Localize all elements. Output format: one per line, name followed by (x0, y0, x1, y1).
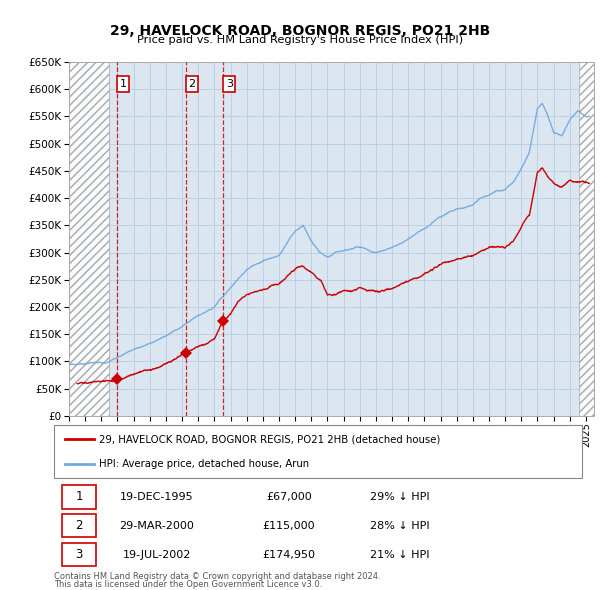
Text: 19-JUL-2002: 19-JUL-2002 (123, 549, 191, 559)
Text: 28% ↓ HPI: 28% ↓ HPI (370, 521, 430, 530)
Polygon shape (69, 62, 109, 416)
FancyBboxPatch shape (54, 425, 582, 478)
FancyBboxPatch shape (62, 514, 96, 537)
Text: 29, HAVELOCK ROAD, BOGNOR REGIS, PO21 2HB: 29, HAVELOCK ROAD, BOGNOR REGIS, PO21 2H… (110, 24, 490, 38)
Text: 2: 2 (76, 519, 83, 532)
Text: 19-DEC-1995: 19-DEC-1995 (120, 492, 194, 502)
FancyBboxPatch shape (62, 485, 96, 509)
Text: £115,000: £115,000 (263, 521, 315, 530)
Text: 3: 3 (76, 548, 83, 561)
Text: Price paid vs. HM Land Registry's House Price Index (HPI): Price paid vs. HM Land Registry's House … (137, 35, 463, 45)
Text: 29% ↓ HPI: 29% ↓ HPI (370, 492, 430, 502)
Text: 3: 3 (226, 78, 233, 88)
Text: £174,950: £174,950 (262, 549, 316, 559)
Text: This data is licensed under the Open Government Licence v3.0.: This data is licensed under the Open Gov… (54, 580, 322, 589)
Text: 29-MAR-2000: 29-MAR-2000 (119, 521, 194, 530)
Text: HPI: Average price, detached house, Arun: HPI: Average price, detached house, Arun (99, 458, 309, 468)
Polygon shape (580, 62, 594, 416)
Text: 21% ↓ HPI: 21% ↓ HPI (370, 549, 430, 559)
Text: 29, HAVELOCK ROAD, BOGNOR REGIS, PO21 2HB (detached house): 29, HAVELOCK ROAD, BOGNOR REGIS, PO21 2H… (99, 434, 440, 444)
Text: 2: 2 (188, 78, 196, 88)
FancyBboxPatch shape (62, 543, 96, 566)
Text: Contains HM Land Registry data © Crown copyright and database right 2024.: Contains HM Land Registry data © Crown c… (54, 572, 380, 581)
Text: 1: 1 (119, 78, 127, 88)
Text: £67,000: £67,000 (266, 492, 312, 502)
Text: 1: 1 (76, 490, 83, 503)
